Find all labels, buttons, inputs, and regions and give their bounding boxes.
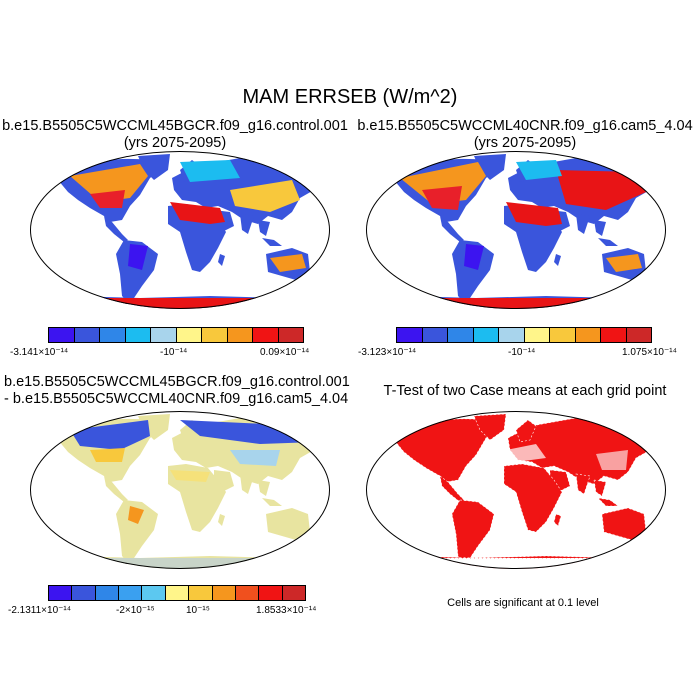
colorbar-bl-label-max: 1.8533×10⁻¹⁴ [256,605,317,616]
colorbar-swatch [165,586,190,600]
ttest-footnote: Cells are significant at 0.1 level [447,597,599,609]
map-bottom-right [366,411,666,569]
colorbar-swatch [278,328,303,342]
colorbar-tr-label-min: -3.123×10⁻¹⁴ [358,347,417,358]
colorbar-bl-label-2: -2×10⁻¹⁵ [116,605,155,616]
panel-bl-title-line2: - b.e15.B5505C5WCCML40CNR.f09_g16.cam5_4… [4,391,349,407]
colorbar-tl-label-mid: -10⁻¹⁴ [160,347,188,358]
colorbar-tl-label-min: -3.141×10⁻¹⁴ [10,347,69,358]
colorbar-swatch [575,328,601,342]
colorbar-swatch [125,328,151,342]
colorbar-swatch [119,586,143,600]
colorbar-swatch [422,328,448,342]
colorbar-swatch [95,586,120,600]
colorbar-swatch [142,586,166,600]
colorbar-swatch [550,328,576,342]
colorbar-bottom-left [48,585,306,601]
colorbar-swatch [601,328,627,342]
colorbar-swatch [626,328,651,342]
colorbar-swatch [202,328,228,342]
colorbar-swatch [176,328,202,342]
colorbar-tr-label-max: 1.075×10⁻¹⁴ [622,347,677,358]
colorbar-swatch [212,586,236,600]
colorbar-swatch [74,328,100,342]
colorbar-swatch [189,586,213,600]
colorbar-swatch [282,586,305,600]
colorbar-swatch [49,586,73,600]
colorbar-swatch [473,328,499,342]
panel-bl-title: b.e15.B5505C5WCCML45BGCR.f09_g16.control… [4,374,354,408]
figure-title: MAM ERRSEB (W/m^2) [242,86,458,108]
colorbar-swatch [524,328,550,342]
panel-br-title-line1: T-Test of two Case means at each grid po… [383,383,667,399]
colorbar-top-right [396,327,652,343]
panel-tl-title: b.e15.B5505C5WCCML45BGCR.f09_g16.control… [0,118,350,152]
colorbar-swatch [499,328,525,342]
panel-tl-title-line1: b.e15.B5505C5WCCML45BGCR.f09_g16.control… [2,118,348,134]
panel-bl-title-line1: b.e15.B5505C5WCCML45BGCR.f09_g16.control… [4,374,350,390]
colorbar-swatch [397,328,423,342]
colorbar-top-left [48,327,304,343]
colorbar-swatch [227,328,253,342]
colorbar-swatch [448,328,474,342]
colorbar-swatch [100,328,126,342]
panel-tl-title-line2: (yrs 2075-2095) [123,135,227,151]
panel-tr-title: b.e15.B5505C5WCCML40CNR.f09_g16.cam5_4.0… [345,118,700,152]
colorbar-swatch [72,586,96,600]
colorbar-bl-label-3: 10⁻¹⁵ [186,605,210,616]
map-top-left [30,151,330,309]
panel-tr-title-line1: b.e15.B5505C5WCCML40CNR.f09_g16.cam5_4.0… [357,118,693,134]
colorbar-swatch [49,328,75,342]
colorbar-bl-label-min: -2.1311×10⁻¹⁴ [8,605,72,616]
panel-br-title: T-Test of two Case means at each grid po… [345,383,700,400]
map-top-right [366,151,666,309]
panel-tr-title-line2: (yrs 2075-2095) [473,135,577,151]
colorbar-swatch [235,586,260,600]
colorbar-swatch [151,328,177,342]
colorbar-tl-label-max: 0.09×10⁻¹⁴ [260,347,310,358]
colorbar-swatch [259,586,283,600]
colorbar-tr-label-mid: -10⁻¹⁴ [508,347,536,358]
map-bottom-left [30,411,330,569]
colorbar-swatch [253,328,279,342]
